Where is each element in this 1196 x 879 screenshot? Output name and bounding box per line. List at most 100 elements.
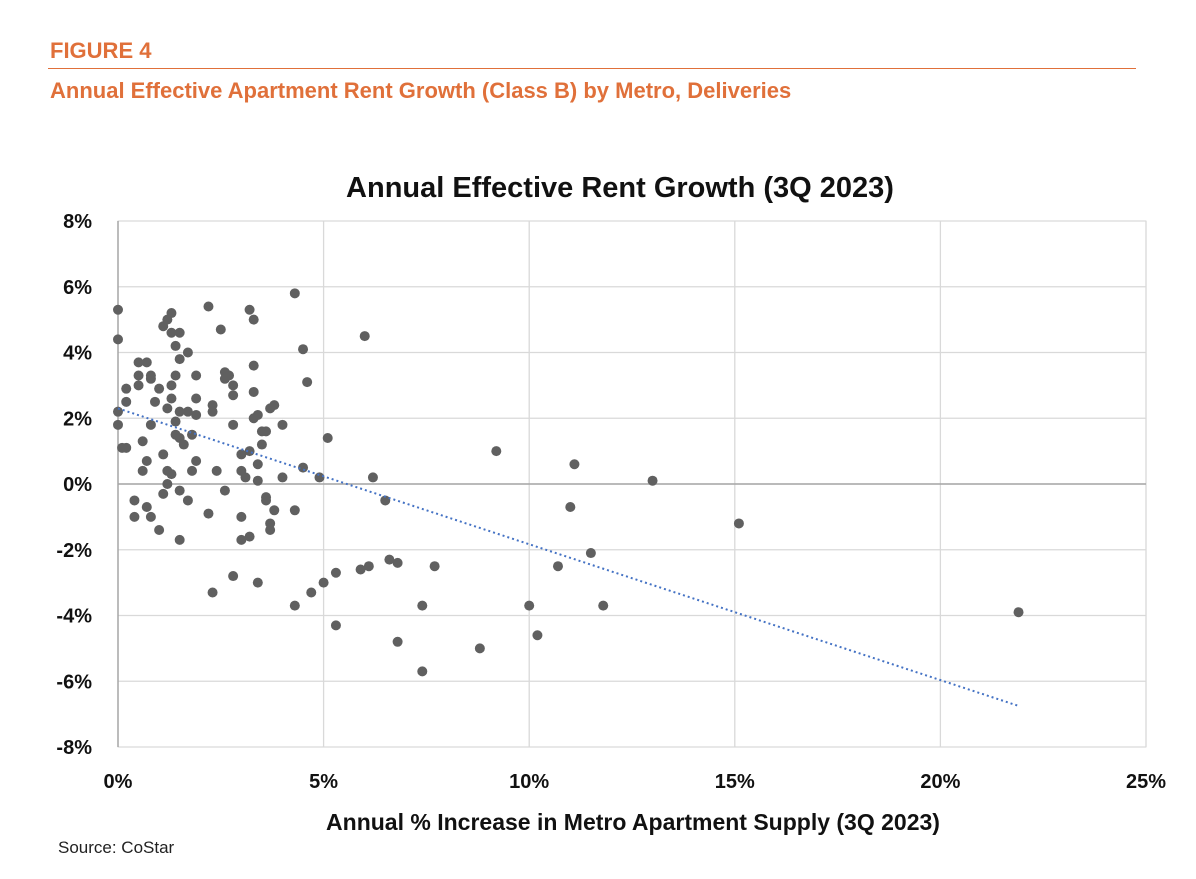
data-point xyxy=(174,354,185,365)
data-point xyxy=(191,393,202,404)
data-point xyxy=(552,561,563,572)
data-point xyxy=(137,436,148,447)
data-point xyxy=(236,511,247,522)
data-point xyxy=(191,455,202,466)
data-point xyxy=(211,465,222,476)
data-point xyxy=(298,462,309,473)
x-tick-label: 25% xyxy=(1126,771,1166,793)
data-point xyxy=(228,380,239,391)
data-point xyxy=(145,419,156,430)
data-point xyxy=(1013,607,1024,618)
data-point xyxy=(363,561,374,572)
data-point xyxy=(121,442,132,453)
data-point xyxy=(244,304,255,315)
data-point xyxy=(133,380,144,391)
y-tick-label: 6% xyxy=(63,277,92,299)
data-point xyxy=(174,406,185,417)
x-axis-label: Annual % Increase in Metro Apartment Sup… xyxy=(326,809,940,835)
data-point xyxy=(113,304,123,315)
data-point xyxy=(162,479,173,489)
data-point xyxy=(256,439,267,450)
data-point xyxy=(524,600,535,611)
trendline xyxy=(117,407,1019,707)
data-point xyxy=(244,531,255,542)
data-point xyxy=(166,327,177,338)
data-point xyxy=(261,426,272,437)
data-point xyxy=(158,449,169,460)
data-point xyxy=(252,459,263,470)
data-point xyxy=(367,472,378,483)
data-point xyxy=(314,472,325,483)
data-point xyxy=(219,485,230,496)
data-point xyxy=(224,370,235,381)
x-tick-label: 5% xyxy=(309,771,338,793)
y-tick-label: 2% xyxy=(63,408,92,430)
data-point xyxy=(355,564,366,575)
figure-title: Annual Effective Apartment Rent Growth (… xyxy=(50,78,792,103)
data-point xyxy=(598,600,609,611)
data-point xyxy=(129,511,140,522)
data-point xyxy=(137,465,148,476)
data-point xyxy=(121,383,132,394)
chart-title: Annual Effective Rent Growth (3Q 2023) xyxy=(346,172,894,204)
data-point xyxy=(269,505,280,516)
data-point xyxy=(170,416,181,427)
data-point xyxy=(215,324,226,335)
data-point xyxy=(207,587,218,598)
data-point xyxy=(330,620,341,631)
data-point xyxy=(207,406,218,417)
header-divider xyxy=(48,68,1136,69)
data-point xyxy=(203,508,214,519)
data-point xyxy=(166,469,177,480)
data-point xyxy=(154,383,165,394)
data-point xyxy=(322,432,333,443)
data-point xyxy=(265,525,276,536)
data-point xyxy=(228,571,239,582)
data-point xyxy=(277,472,288,483)
data-point xyxy=(174,327,185,338)
x-tick-label: 10% xyxy=(509,771,549,793)
data-point xyxy=(154,525,165,536)
data-point xyxy=(182,406,193,417)
data-point xyxy=(228,419,239,430)
figure-label: FIGURE 4 xyxy=(50,38,152,63)
data-point xyxy=(145,373,156,384)
data-point xyxy=(191,370,202,381)
data-point xyxy=(359,331,370,342)
x-tick-label: 15% xyxy=(715,771,755,793)
data-point xyxy=(474,643,485,654)
data-point xyxy=(178,439,189,450)
data-point xyxy=(252,577,263,588)
data-point xyxy=(417,600,428,611)
y-tick-label: 0% xyxy=(63,474,92,496)
data-point xyxy=(252,475,263,486)
data-point xyxy=(158,488,169,499)
data-point xyxy=(133,357,144,368)
y-tick-label: -8% xyxy=(56,737,92,759)
y-tick-label: -4% xyxy=(56,606,92,628)
x-tick-label: 0% xyxy=(104,771,133,793)
data-point xyxy=(141,502,152,513)
data-point xyxy=(141,455,152,466)
data-point xyxy=(647,475,658,486)
data-point xyxy=(162,403,173,414)
data-point xyxy=(289,600,300,611)
data-point xyxy=(261,492,272,503)
data-point xyxy=(187,465,198,476)
data-point xyxy=(228,390,239,401)
data-point xyxy=(133,370,144,381)
data-point xyxy=(248,386,259,397)
y-tick-label: -6% xyxy=(56,671,92,693)
data-point xyxy=(733,518,744,529)
data-point xyxy=(191,409,202,420)
data-point xyxy=(150,396,161,407)
data-point xyxy=(491,446,502,457)
data-point xyxy=(182,495,193,506)
data-point xyxy=(289,288,300,299)
data-point xyxy=(302,377,313,388)
data-point xyxy=(565,502,576,513)
y-tick-label: 8% xyxy=(63,211,92,233)
data-point xyxy=(129,495,140,506)
data-point xyxy=(277,419,288,430)
data-point xyxy=(532,630,543,641)
